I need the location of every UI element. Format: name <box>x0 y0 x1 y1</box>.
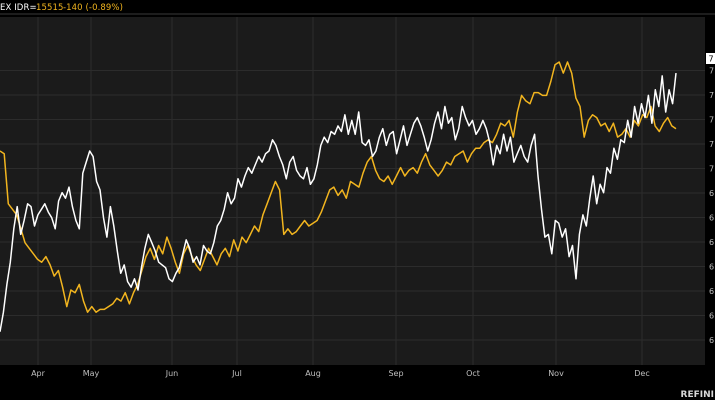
y-tick-2: 6 <box>709 287 714 296</box>
y-tick-6: 6 <box>709 189 714 198</box>
change-value: -140 (-0.89%) <box>63 3 123 13</box>
y-tick-9: 7 <box>709 116 714 125</box>
x-tick-aug: Aug <box>305 369 321 378</box>
last-value-flag: 7 <box>706 53 715 64</box>
brand-footer: REFINI <box>681 390 714 400</box>
y-tick-8: 7 <box>709 140 714 149</box>
x-tick-dec: Dec <box>634 369 649 378</box>
y-tick-5: 6 <box>709 214 714 223</box>
y-axis-tick-labels: 6 6 6 6 6 6 6 7 7 7 7 7 <box>709 67 714 346</box>
y-tick-0: 6 <box>709 336 714 345</box>
x-tick-oct: Oct <box>466 369 480 378</box>
x-tick-may: May <box>83 369 100 378</box>
vertical-gridlines <box>37 17 643 365</box>
series-line-yellow <box>0 61 677 313</box>
x-tick-jun: Jun <box>165 369 179 378</box>
horizontal-gridlines <box>0 70 705 341</box>
ticker-label: EX IDR= <box>0 3 37 13</box>
price-value: 15515 <box>36 3 64 13</box>
x-tick-apr: Apr <box>31 369 46 378</box>
x-tick-sep: Sep <box>388 369 403 378</box>
y-tick-11: 7 <box>709 67 714 76</box>
x-axis-tick-labels: Apr May Jun Jul Aug Sep Oct Nov Dec <box>31 369 650 378</box>
last-value-flag-box <box>706 53 715 64</box>
y-tick-7: 7 <box>709 165 714 174</box>
y-tick-1: 6 <box>709 312 714 321</box>
y-tick-10: 7 <box>709 91 714 100</box>
x-tick-nov: Nov <box>548 369 564 378</box>
y-tick-4: 6 <box>709 238 714 247</box>
plot-area <box>0 17 705 365</box>
last-value-flag-text: 7 <box>709 55 714 64</box>
x-tick-jul: Jul <box>231 369 242 378</box>
series-layer <box>0 61 677 332</box>
series-line-white <box>0 73 677 332</box>
y-tick-3: 6 <box>709 263 714 272</box>
